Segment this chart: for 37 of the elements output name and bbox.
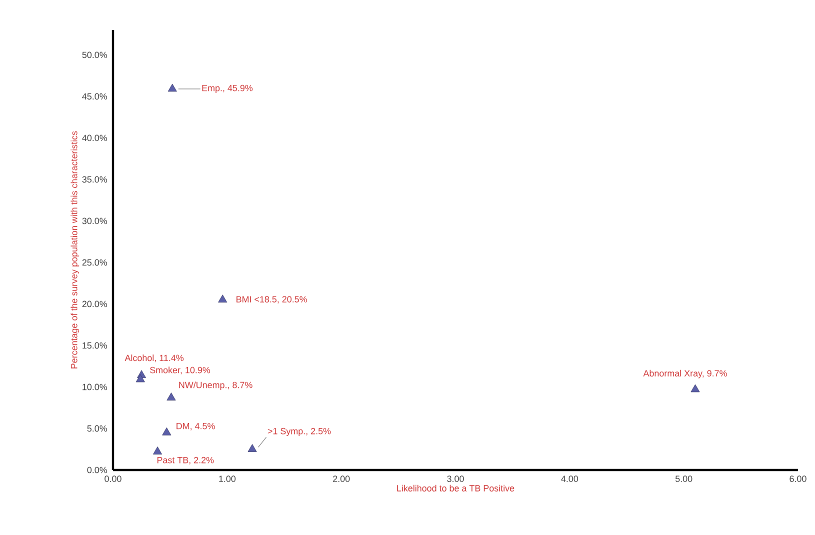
- y-tick-label: 45.0%: [82, 93, 108, 100]
- point: [162, 427, 172, 436]
- y-tick-label: 50.0%: [82, 52, 108, 58]
- annotation: Past TB, 2.2%: [157, 456, 214, 464]
- x-tick-label: 4.00: [561, 476, 578, 482]
- y-tick-label: 15.0%: [82, 342, 108, 349]
- annotation: Abnormal Xray, 9.7%: [643, 370, 727, 378]
- y-tick-label: 10.0%: [82, 384, 108, 390]
- y-tick-label: 5.0%: [87, 425, 108, 432]
- y-tick-label: 25.0%: [82, 259, 108, 266]
- x-tick-label: 6.00: [790, 476, 806, 482]
- point: [218, 294, 228, 302]
- y-axis-title: Percentage of the survey population with this characteristics: [70, 131, 80, 368]
- x-tick-label: 1.00: [219, 476, 236, 482]
- y-tick-label: 0.0%: [87, 466, 108, 474]
- annotation: DM, 4.5%: [176, 422, 215, 430]
- x-axis-title: Likelihood to be a TB Positive: [397, 484, 514, 492]
- annotation: >1 Symp., 2.5%: [268, 428, 331, 436]
- y-tick-label: 40.0%: [82, 134, 108, 142]
- x-tick-label: 2.00: [333, 476, 350, 482]
- annotation: Emp., 45.9%: [202, 84, 253, 93]
- x-tick-label: 0.00: [104, 476, 122, 482]
- point: [690, 384, 700, 392]
- x-tick-label: 5.00: [675, 476, 692, 482]
- annotation: Alcohol, 11.4%: [124, 354, 184, 362]
- y-tick-label: 20.0%: [82, 300, 108, 308]
- point: [166, 392, 176, 400]
- annotation: Smoker, 10.9%: [150, 366, 210, 374]
- y-tick-label: 30.0%: [82, 218, 108, 224]
- point: [153, 446, 162, 454]
- annotation: BMI <18.5, 20.5%: [236, 296, 307, 304]
- y-tick-label: 35.0%: [82, 176, 108, 183]
- x-tick-label: 3.00: [447, 476, 464, 482]
- point: [168, 84, 177, 92]
- point: [136, 374, 145, 382]
- point: [248, 444, 257, 452]
- annotation: NW/Unemp., 8.7%: [179, 382, 252, 390]
